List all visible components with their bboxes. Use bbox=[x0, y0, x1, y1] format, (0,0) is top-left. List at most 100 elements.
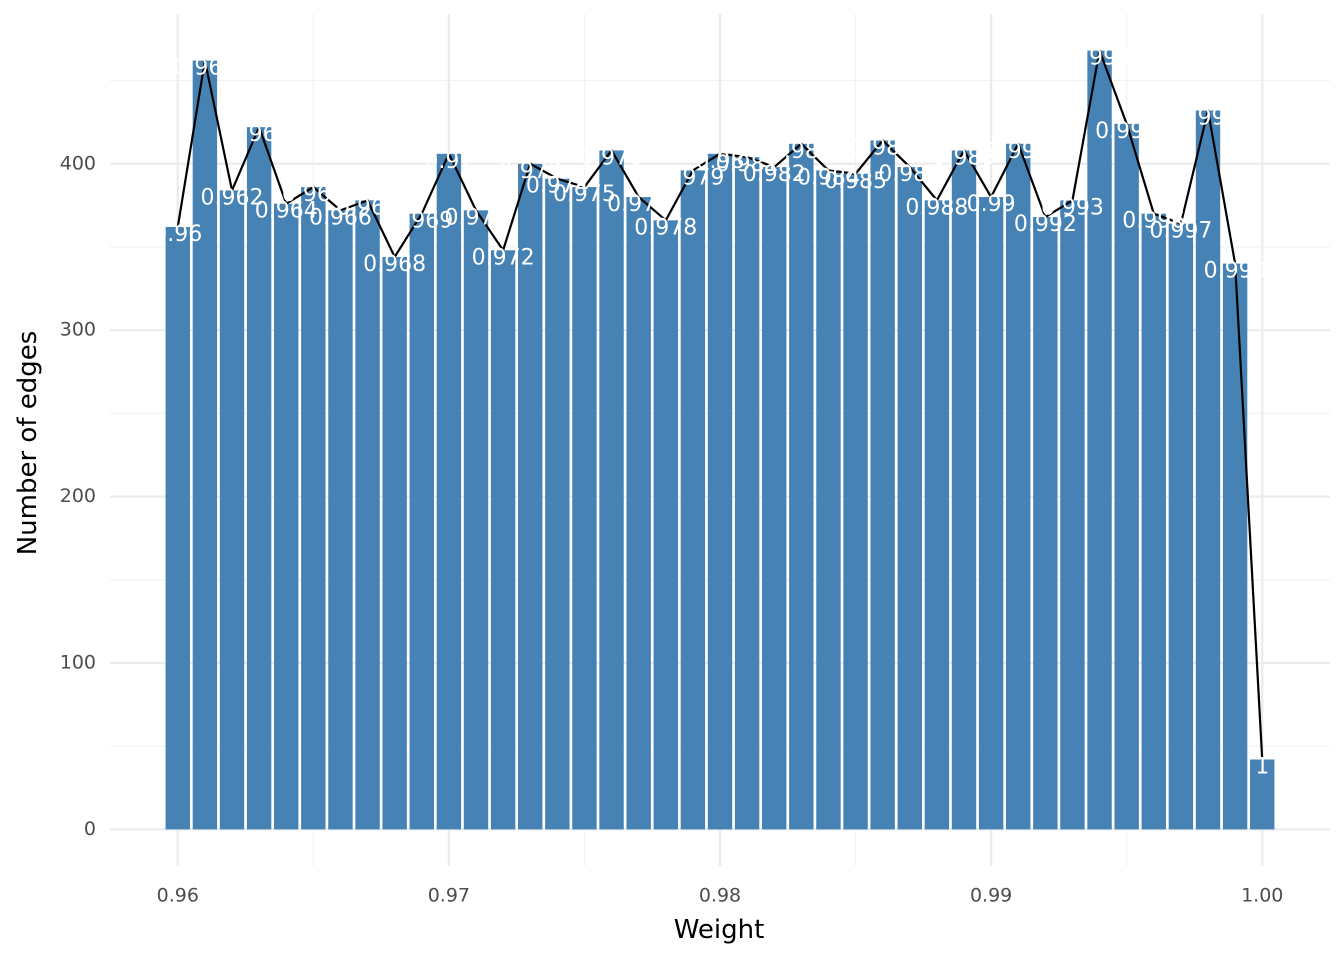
bar bbox=[1087, 50, 1112, 830]
bar bbox=[219, 190, 245, 830]
bar bbox=[897, 167, 922, 830]
y-axis-ticks: 0 100 200 300 400 bbox=[60, 152, 96, 840]
bar bbox=[518, 163, 543, 830]
bar-value-label: 0.98 bbox=[696, 149, 745, 174]
bar bbox=[246, 127, 272, 830]
bar bbox=[789, 143, 814, 830]
x-tick-label: 0.99 bbox=[970, 885, 1012, 907]
bar-value-label: 0.974 bbox=[526, 174, 589, 199]
bar bbox=[382, 256, 407, 830]
bar bbox=[1033, 217, 1058, 830]
bar-value-label: 0.988 bbox=[905, 195, 968, 220]
bar-value-label: 0.96 bbox=[153, 222, 202, 247]
bar-value-label: 0.983 bbox=[770, 139, 833, 164]
x-axis-title: Weight bbox=[674, 915, 765, 945]
bar-value-label: 0.969 bbox=[390, 209, 453, 234]
y-tick-label: 400 bbox=[60, 152, 96, 174]
bar-value-label: 0.993 bbox=[1041, 195, 1104, 220]
bar-value-label: 0.991 bbox=[987, 139, 1050, 164]
bar bbox=[599, 150, 624, 830]
trend-line bbox=[176, 49, 1264, 760]
bar-value-label: 0.982 bbox=[743, 162, 806, 187]
bar-value-label: 0.996 bbox=[1122, 209, 1185, 234]
y-tick-label: 0 bbox=[84, 818, 96, 840]
bar bbox=[355, 200, 380, 830]
trend-polyline bbox=[176, 49, 1264, 760]
bar-value-label: 0.968 bbox=[363, 252, 426, 277]
bar-labels: 0.960.9610.9620.9630.9640.9650.9660.9670… bbox=[153, 46, 1269, 780]
bar bbox=[572, 187, 597, 830]
bar-value-label: 0.997 bbox=[1149, 219, 1212, 244]
bar bbox=[165, 227, 190, 830]
bar-value-label: 0.976 bbox=[580, 145, 643, 170]
bar bbox=[978, 197, 1004, 830]
bar bbox=[328, 210, 353, 830]
bars bbox=[165, 50, 1275, 830]
y-tick-label: 100 bbox=[60, 651, 96, 673]
bar bbox=[843, 173, 868, 830]
bar bbox=[274, 203, 299, 830]
bar-value-label: 0.994 bbox=[1068, 46, 1131, 71]
bar-value-label: 0.97 bbox=[424, 149, 473, 174]
bar bbox=[192, 60, 218, 830]
bar-value-label: 0.964 bbox=[255, 199, 318, 224]
bar-value-label: 0.978 bbox=[634, 215, 697, 240]
bar-value-label: 0.973 bbox=[499, 159, 562, 184]
bar bbox=[653, 220, 678, 830]
x-axis-ticks: 0.96 0.97 0.98 0.99 1.00 bbox=[157, 885, 1284, 907]
bar bbox=[301, 187, 326, 830]
bar bbox=[1168, 223, 1194, 830]
bar-value-label: 0.992 bbox=[1014, 212, 1077, 237]
bar-value-label: 0.965 bbox=[282, 182, 345, 207]
bar bbox=[707, 153, 733, 830]
y-tick-label: 200 bbox=[60, 485, 96, 507]
bar-value-label: 0.962 bbox=[201, 185, 264, 210]
bar bbox=[816, 170, 841, 830]
bar bbox=[463, 210, 489, 830]
bar-value-label: 0.963 bbox=[228, 122, 291, 147]
x-tick-label: 0.96 bbox=[157, 885, 199, 907]
x-tick-label: 0.97 bbox=[428, 885, 470, 907]
bar bbox=[1250, 759, 1275, 830]
bar-value-label: 0.99 bbox=[967, 192, 1016, 217]
bar-value-label: 0.985 bbox=[824, 169, 887, 194]
bar bbox=[762, 167, 787, 830]
bar bbox=[1006, 143, 1031, 830]
y-tick-label: 300 bbox=[60, 319, 96, 341]
bar-value-label: 0.961 bbox=[173, 56, 236, 81]
bar bbox=[870, 140, 895, 830]
bar bbox=[1141, 213, 1166, 830]
bar-value-label: 0.986 bbox=[851, 135, 914, 160]
bar bbox=[1060, 200, 1085, 830]
bar-value-label: 0.966 bbox=[309, 205, 372, 230]
bar bbox=[924, 200, 950, 830]
y-axis-title: Number of edges bbox=[13, 331, 43, 556]
bar-value-label: 0.971 bbox=[445, 205, 508, 230]
bar bbox=[1195, 110, 1221, 830]
x-tick-label: 0.98 bbox=[699, 885, 741, 907]
bar bbox=[490, 250, 516, 830]
bar-value-label: 0.979 bbox=[661, 165, 724, 190]
bar-value-label: 0.999 bbox=[1204, 259, 1267, 284]
bar-value-label: 0.989 bbox=[933, 145, 996, 170]
bar bbox=[1114, 123, 1139, 830]
bar-value-label: 0.972 bbox=[472, 245, 535, 270]
bar-value-label: 0.987 bbox=[878, 162, 941, 187]
bar bbox=[436, 153, 462, 830]
bar-value-label: 1 bbox=[1255, 755, 1269, 780]
bar bbox=[409, 213, 434, 830]
bar bbox=[626, 197, 651, 830]
bar bbox=[680, 170, 706, 830]
bar-value-label: 0.998 bbox=[1177, 106, 1240, 131]
bar bbox=[1222, 263, 1248, 830]
bar bbox=[734, 157, 760, 830]
bar-value-label: 0.995 bbox=[1095, 119, 1158, 144]
bar-value-label: 0.981 bbox=[716, 152, 779, 177]
bar-value-label: 0.984 bbox=[797, 165, 860, 190]
bar bbox=[545, 178, 570, 830]
bar bbox=[951, 150, 977, 830]
x-tick-label: 1.00 bbox=[1241, 885, 1283, 907]
bar-value-label: 0.977 bbox=[607, 192, 670, 217]
bar-value-label: 0.967 bbox=[336, 195, 399, 220]
